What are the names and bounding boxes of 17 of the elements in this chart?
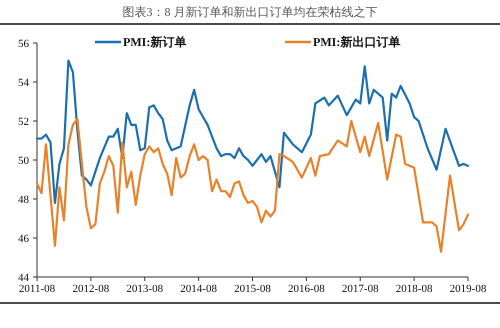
x-tick-label: 2018-08 <box>396 283 433 295</box>
x-tick-label: 2011-08 <box>18 283 56 295</box>
x-tick-label: 2012-08 <box>72 283 110 295</box>
x-tick-label: 2014-08 <box>180 283 218 295</box>
x-tick-label: 2016-08 <box>288 283 326 295</box>
y-tick-label: 56 <box>18 38 30 50</box>
y-tick-label: 46 <box>18 233 30 245</box>
y-tick-label: 50 <box>18 155 30 167</box>
y-tick-label: 44 <box>18 272 30 284</box>
y-tick-label: 52 <box>18 116 29 128</box>
x-tick-label: 2013-08 <box>126 283 164 295</box>
y-tick-label: 54 <box>18 77 30 89</box>
y-tick-label: 48 <box>18 194 30 206</box>
x-tick-label: 2015-08 <box>234 283 272 295</box>
title: 图表3：8 月新订单和新出口订单均在荣枯线之下 <box>122 5 378 19</box>
x-tick-label: 2017-08 <box>342 283 380 295</box>
x-tick-label: 2019-08 <box>450 283 487 295</box>
